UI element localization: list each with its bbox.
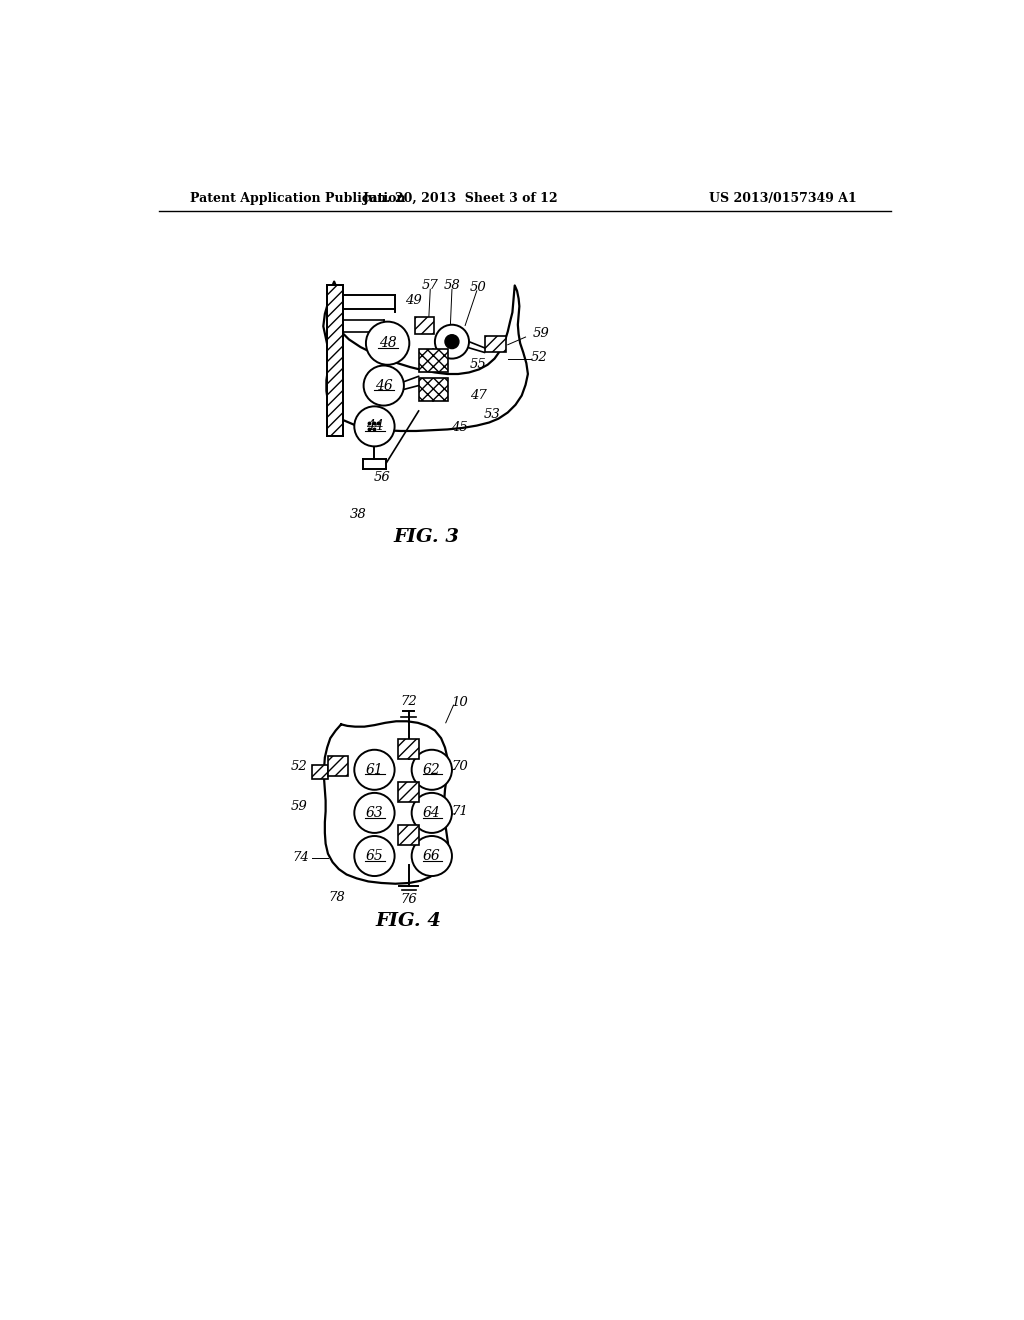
Circle shape: [364, 366, 403, 405]
Text: 44: 44: [366, 420, 383, 433]
Text: 45: 45: [452, 421, 468, 434]
Bar: [484, 335, 506, 352]
Text: 46: 46: [375, 379, 392, 392]
Circle shape: [412, 793, 452, 833]
Text: 66: 66: [423, 849, 440, 863]
Bar: [328, 285, 343, 436]
Text: 57: 57: [422, 279, 438, 292]
Circle shape: [354, 407, 394, 446]
Text: 64: 64: [423, 807, 440, 820]
Circle shape: [354, 793, 394, 833]
Text: 10: 10: [452, 696, 468, 709]
Text: 55: 55: [470, 358, 486, 371]
Text: 52: 52: [290, 760, 307, 774]
Text: 58: 58: [443, 279, 461, 292]
Text: 78: 78: [329, 891, 346, 904]
Bar: [419, 350, 449, 372]
Circle shape: [366, 322, 410, 364]
Text: 63: 63: [366, 807, 383, 820]
Circle shape: [354, 836, 394, 876]
Circle shape: [412, 836, 452, 876]
Text: 76: 76: [400, 892, 417, 906]
Text: FIG. 4: FIG. 4: [376, 912, 441, 929]
Text: 61: 61: [366, 763, 383, 776]
Circle shape: [445, 335, 459, 348]
Text: 70: 70: [452, 760, 468, 774]
Text: Patent Application Publication: Patent Application Publication: [190, 191, 406, 205]
Text: 49: 49: [404, 294, 422, 308]
Text: 59: 59: [532, 327, 550, 341]
Text: 62: 62: [423, 763, 440, 776]
Text: US 2013/0157349 A1: US 2013/0157349 A1: [709, 191, 856, 205]
Text: Jun. 20, 2013  Sheet 3 of 12: Jun. 20, 2013 Sheet 3 of 12: [364, 191, 559, 205]
Text: 38: 38: [350, 508, 367, 520]
Circle shape: [412, 750, 452, 789]
Text: 71: 71: [452, 805, 468, 818]
Text: 53: 53: [484, 408, 501, 421]
Bar: [312, 766, 328, 779]
Text: 56: 56: [374, 471, 390, 484]
Text: 52: 52: [530, 351, 547, 363]
Circle shape: [435, 325, 469, 359]
Bar: [398, 781, 419, 803]
Bar: [398, 739, 419, 759]
Text: 48: 48: [379, 337, 396, 350]
Text: 74: 74: [293, 851, 309, 865]
Text: 50: 50: [470, 281, 486, 294]
Bar: [328, 756, 348, 776]
Bar: [415, 317, 434, 334]
Text: 72: 72: [400, 694, 417, 708]
Text: FIG. 3: FIG. 3: [393, 528, 460, 546]
Bar: [398, 825, 419, 845]
Circle shape: [354, 750, 394, 789]
Text: 59: 59: [290, 800, 307, 813]
Bar: [419, 378, 449, 401]
Text: 47: 47: [470, 389, 486, 403]
Text: 65: 65: [366, 849, 383, 863]
